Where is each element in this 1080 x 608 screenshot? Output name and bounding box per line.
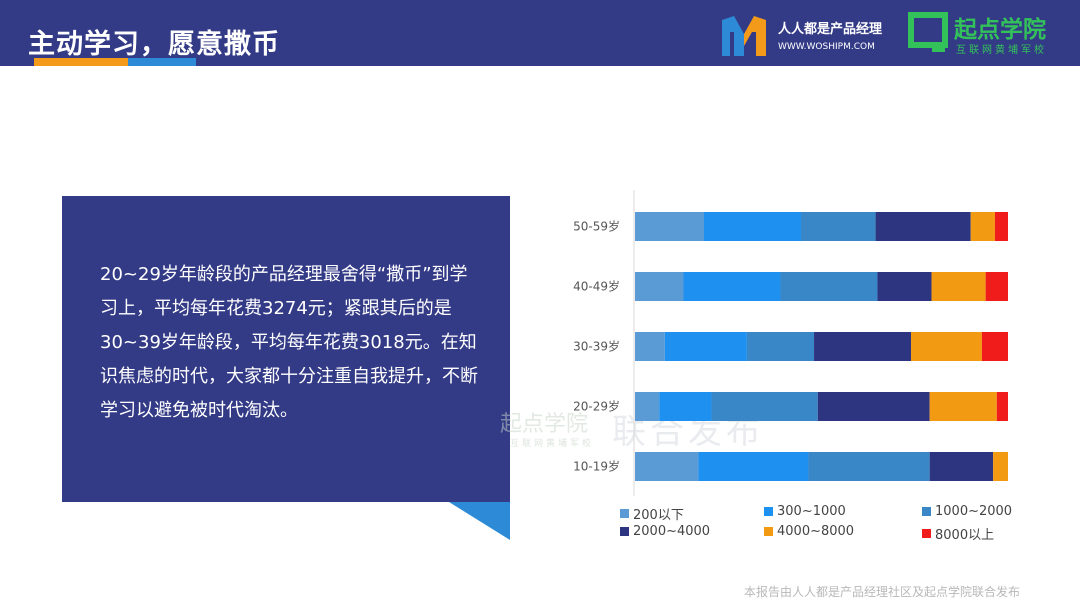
title-accent-orange <box>34 58 128 66</box>
bar-segment <box>981 332 1008 361</box>
bar-segment <box>931 272 986 301</box>
bar-segment <box>635 332 665 361</box>
legend-item: 200以下 <box>620 504 684 523</box>
text-box-corner-triangle <box>449 502 510 540</box>
legend-label: 4000~8000 <box>777 524 855 539</box>
bar-segment <box>875 212 971 241</box>
qidian-brand-name: 起点学院 <box>954 17 1046 43</box>
legend-swatch <box>922 507 931 516</box>
bar-segment <box>746 332 815 361</box>
bar-segment <box>698 452 809 481</box>
summary-text-box: 20~29岁年龄段的产品经理最舍得“撒币”到学习上，平均每年花费3274元；紧跟… <box>62 196 510 502</box>
woshipm-url: WWW.WOSHIPM.COM <box>778 42 875 52</box>
footer-note: 本报告由人人都是产品经理社区及起点学院联合发布 <box>744 585 1021 599</box>
bar-segment <box>911 332 982 361</box>
bar-segment <box>800 212 876 241</box>
watermark-logo-sub: 互联网黄埔军校 <box>510 439 595 449</box>
qidian-brand-tagline: 互联网黄埔军校 <box>956 45 1047 56</box>
bar-segment <box>808 452 930 481</box>
bar-segment <box>635 392 660 421</box>
legend-label: 200以下 <box>633 508 684 523</box>
legend-swatch <box>620 509 629 518</box>
legend-label: 300~1000 <box>777 504 846 519</box>
header-bar <box>0 0 1080 66</box>
bar-segment <box>985 272 1008 301</box>
summary-text: 20~29岁年龄段的产品经理最舍得“撒币”到学习上，平均每年花费3274元；紧跟… <box>100 264 478 421</box>
legend-swatch <box>620 527 629 536</box>
legend-item: 8000以上 <box>922 524 994 543</box>
legend-item: 2000~4000 <box>620 524 710 539</box>
legend-label: 8000以上 <box>935 528 995 543</box>
legend-item: 300~1000 <box>764 504 846 519</box>
bar-segment <box>780 272 878 301</box>
stacked-bar-chart: 50-59岁 40-49岁 30-39岁 20-29岁 10-19岁 <box>573 190 1008 496</box>
bar-segment <box>683 272 781 301</box>
legend-swatch <box>922 529 931 538</box>
woshipm-brand-name: 人人都是产品经理 <box>778 22 883 37</box>
qidian-logo-icon <box>908 12 948 52</box>
legend-label: 1000~2000 <box>935 504 1013 519</box>
bar-segment <box>994 212 1008 241</box>
legend-swatch <box>764 527 773 536</box>
bar-segment <box>929 452 994 481</box>
legend-item: 4000~8000 <box>764 524 854 539</box>
category-tick-label: 30-39岁 <box>573 339 620 354</box>
legend-swatch <box>764 507 773 516</box>
watermark-logo: 起点学院 <box>500 412 589 437</box>
bar-segment <box>817 392 930 421</box>
category-tick-label: 10-19岁 <box>573 459 620 474</box>
page-title: 主动学习，愿意撒币 <box>28 29 280 60</box>
bar-segment <box>929 392 997 421</box>
legend-item: 1000~2000 <box>922 504 1012 519</box>
bar-segment <box>993 452 1008 481</box>
category-tick-label: 40-49岁 <box>573 279 620 294</box>
bar-segment <box>635 212 705 241</box>
bar-segment <box>659 392 712 421</box>
bar-segment <box>970 212 995 241</box>
bar-segment <box>635 272 684 301</box>
title-accent-blue <box>128 58 196 66</box>
bar-segment <box>664 332 747 361</box>
bar-segment <box>635 452 699 481</box>
bar-segment <box>814 332 912 361</box>
legend-label: 2000~4000 <box>633 524 711 539</box>
woshipm-logo-icon <box>722 16 766 56</box>
category-tick-label: 20-29岁 <box>573 399 620 414</box>
bar-segment <box>996 392 1008 421</box>
category-tick-label: 50-59岁 <box>573 219 620 234</box>
bar-segment <box>711 392 818 421</box>
bar-segment <box>704 212 801 241</box>
bar-segment <box>877 272 932 301</box>
